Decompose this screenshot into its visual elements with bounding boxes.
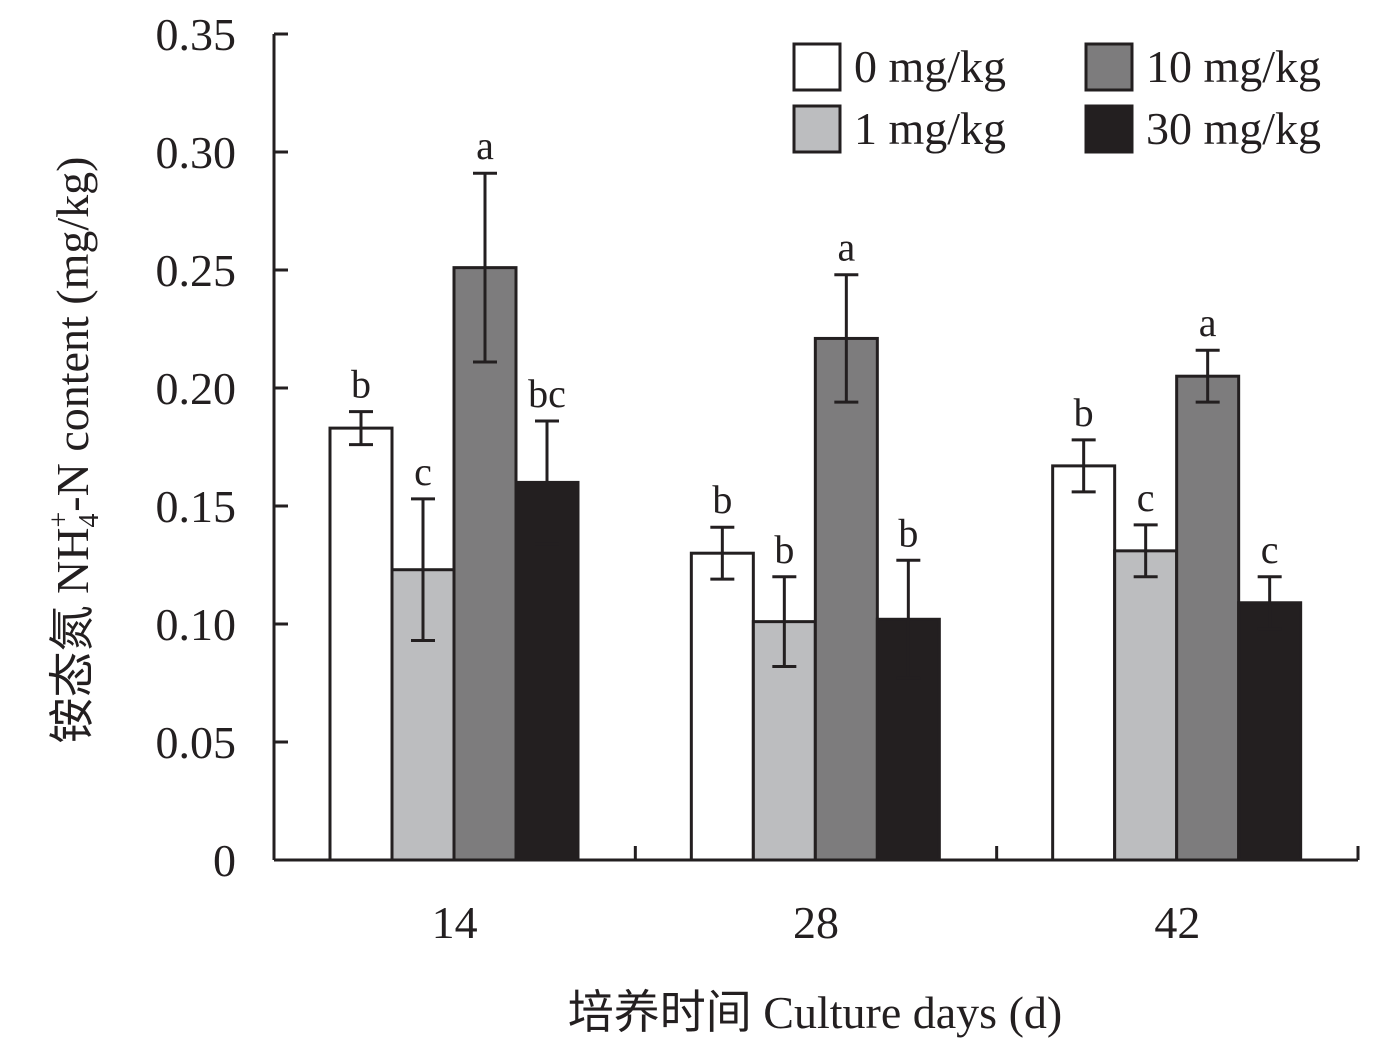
legend-swatch	[1084, 42, 1134, 92]
y-axis-title-suffix: -N content (mg/kg)	[47, 157, 98, 512]
significance-label: b	[351, 362, 371, 407]
legend: 0 mg/kg 1 mg/kg 10 mg/kg 30 mg/kg	[792, 41, 1321, 154]
significance-label: a	[1199, 300, 1217, 345]
significance-label: a	[476, 123, 494, 168]
bar	[689, 551, 755, 862]
significance-label: b	[1074, 390, 1094, 435]
legend-swatch	[792, 42, 842, 92]
y-tick-label: 0.35	[156, 9, 237, 60]
significance-label: c	[1137, 475, 1155, 520]
x-tick-label: 28	[793, 897, 839, 948]
y-tick-label: 0.10	[156, 599, 237, 650]
bar	[1051, 464, 1117, 862]
x-tick-label: 42	[1154, 897, 1200, 948]
y-axis-title-subscript: 4	[74, 513, 105, 527]
error-bars-layer	[349, 171, 1282, 680]
bar	[813, 336, 879, 862]
y-tick-label: 0	[213, 835, 236, 886]
legend-label: 0 mg/kg	[854, 41, 1006, 92]
bar	[1113, 549, 1179, 862]
significance-label: bc	[528, 371, 566, 416]
x-tick-label: 14	[432, 897, 478, 948]
bars-layer	[328, 266, 1303, 862]
significance-label: b	[898, 510, 918, 555]
y-axis-title-superscript: +	[44, 512, 75, 528]
y-tick-label: 0.30	[156, 127, 237, 178]
y-tick-label: 0.05	[156, 717, 237, 768]
y-tick-label: 0.15	[156, 481, 237, 532]
bar	[1237, 601, 1303, 862]
legend-swatch	[1084, 104, 1134, 154]
bar	[514, 480, 580, 862]
axes-layer: 0 0.05 0.10 0.15 0.20 0.25 0.30 0.35 14 28 42	[156, 9, 1360, 948]
bar	[328, 426, 394, 862]
legend-label: 1 mg/kg	[854, 103, 1006, 154]
significance-label: a	[837, 225, 855, 270]
y-tick-label: 0.20	[156, 363, 237, 414]
y-tick-label: 0.25	[156, 245, 237, 296]
significance-label: b	[712, 477, 732, 522]
x-axis-title: 培养时间 Culture days (d)	[568, 987, 1062, 1038]
bar	[1175, 374, 1241, 862]
significance-label: c	[1261, 527, 1279, 572]
y-axis-title: 铵态氮 NH4+-N content (mg/kg)	[44, 157, 105, 744]
legend-swatch	[792, 104, 842, 154]
legend-label: 30 mg/kg	[1146, 103, 1321, 154]
significance-label: c	[414, 449, 432, 494]
significance-label: b	[774, 527, 794, 572]
y-axis-title-prefix: 铵态氮 NH	[47, 527, 98, 743]
legend-label: 10 mg/kg	[1146, 41, 1321, 92]
